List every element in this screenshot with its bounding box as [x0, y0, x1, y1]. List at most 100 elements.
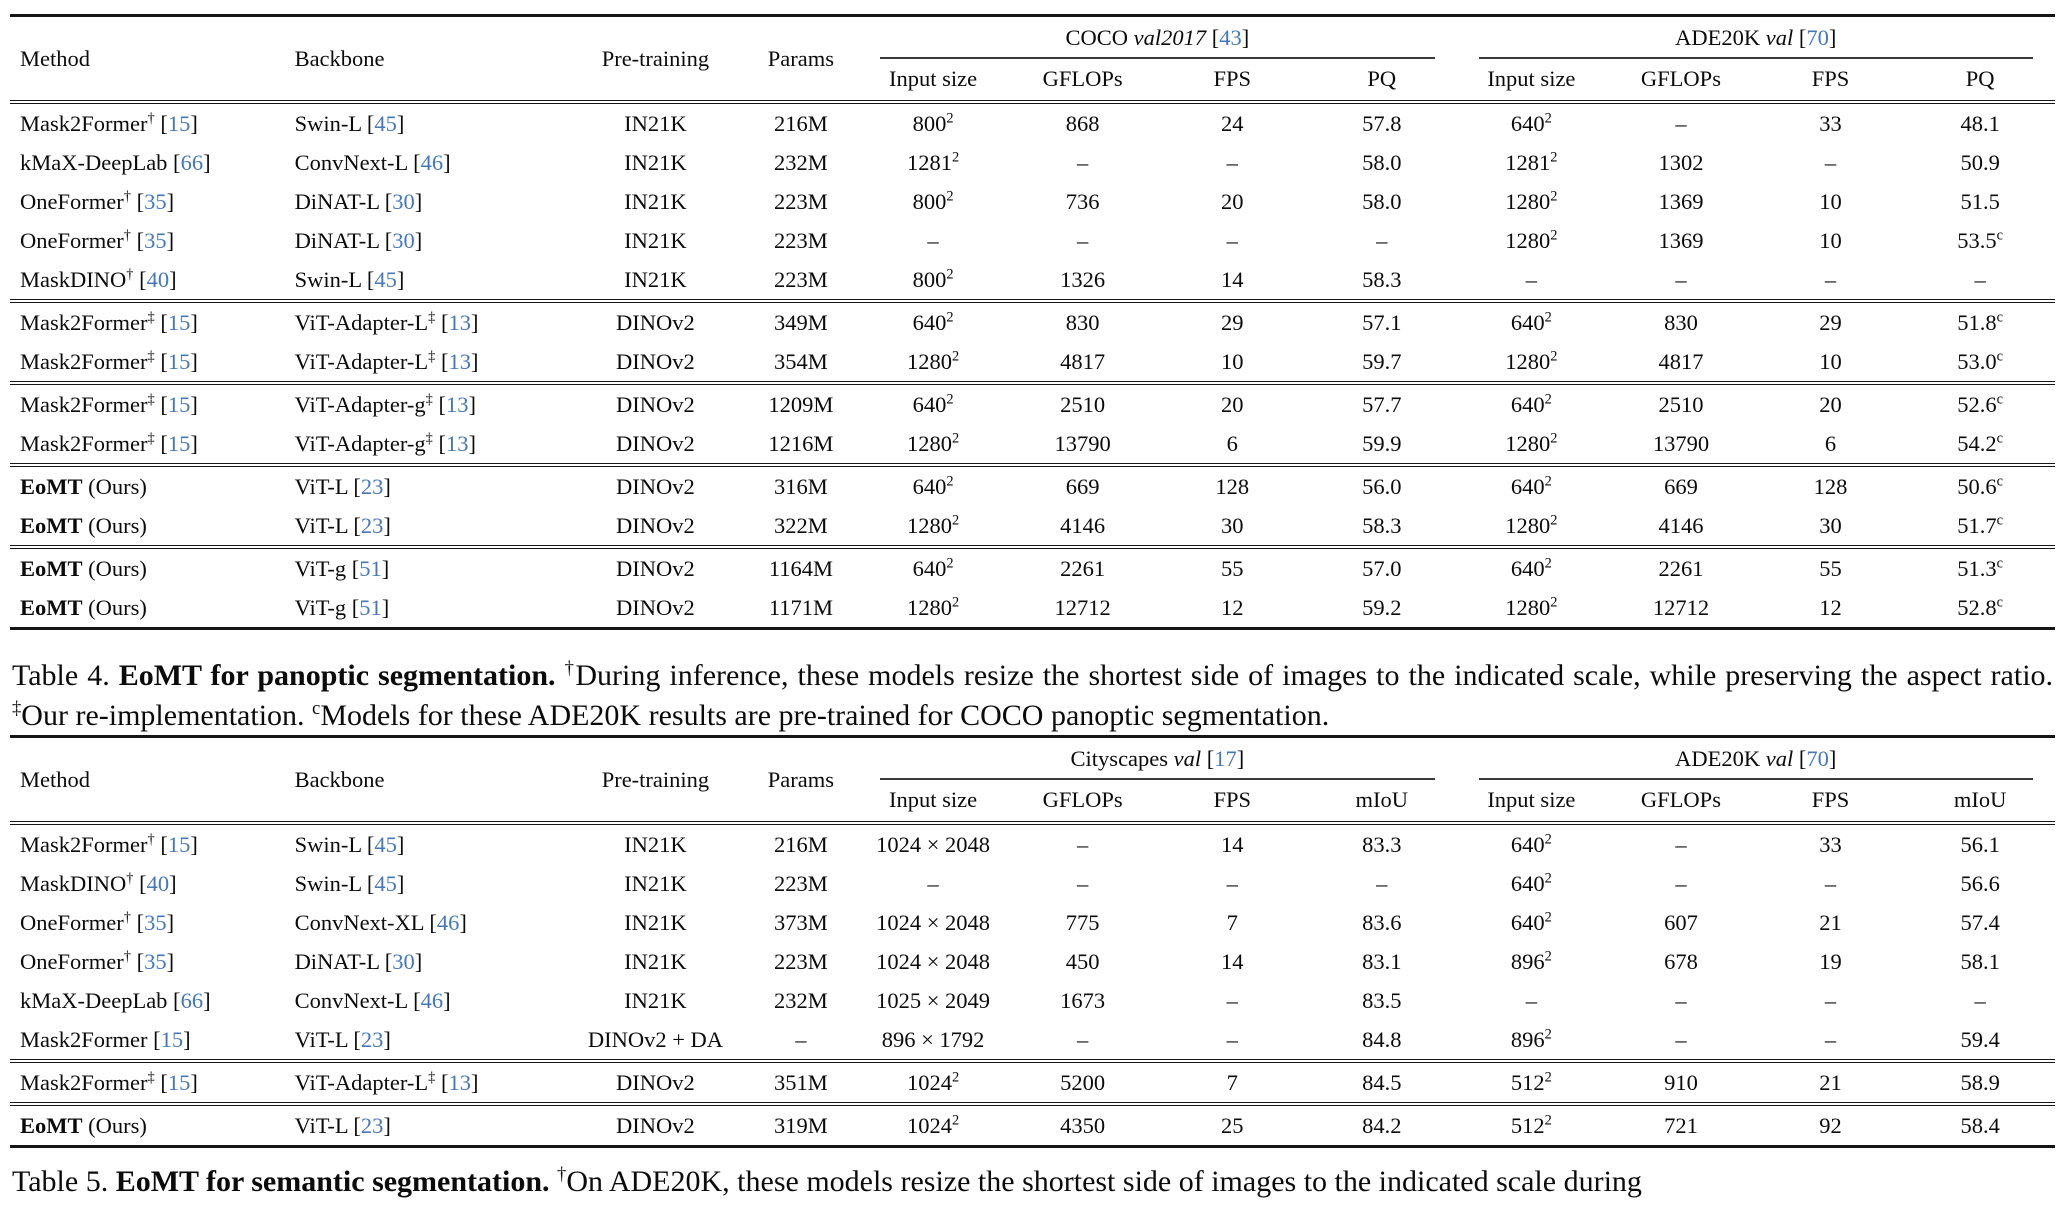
metric-cell: 736: [1065, 189, 1100, 214]
pretraining-cell: IN21K: [624, 189, 687, 214]
metric-cell: 53.0c: [1957, 348, 2004, 374]
metric-cell: –: [1226, 988, 1238, 1014]
pretraining-cell: IN21K: [624, 871, 687, 897]
citation-link[interactable]: 51: [359, 556, 382, 581]
metric-cell: 83.3: [1362, 832, 1402, 858]
metric-cell: 6402: [912, 555, 954, 581]
metric-cell: 1024 × 2048: [876, 910, 991, 936]
citation-link[interactable]: 17: [1214, 746, 1237, 772]
citation-link[interactable]: 35: [144, 949, 167, 975]
metric-cell: 48.1: [1960, 111, 2000, 136]
citation-link[interactable]: 51: [359, 595, 382, 620]
metric-cell: 12802: [1505, 430, 1558, 456]
metric-cell: 1369: [1658, 228, 1704, 253]
params-cell: 322M: [774, 513, 828, 538]
citation-link[interactable]: 70: [1806, 746, 1829, 772]
group-header: Cityscapes val [17]: [858, 737, 1456, 781]
citation-link[interactable]: 66: [180, 988, 204, 1014]
table-4-caption: Table 4. EoMT for panoptic segmentation.…: [12, 658, 2054, 732]
metric-cell: 6: [1226, 431, 1238, 456]
metric-cell: 58.0: [1362, 150, 1402, 175]
citation-link[interactable]: 13: [448, 1070, 471, 1096]
citation-link[interactable]: 13: [448, 310, 471, 335]
citation-link[interactable]: 15: [167, 431, 191, 456]
backbone-cell: Swin-L [45]: [294, 871, 405, 897]
metric-cell: 669: [1065, 474, 1100, 499]
method-cell: Mask2Former‡ [15]: [20, 348, 198, 374]
table-row: EoMT (Ours) ViT-L [23] DINOv2 322M 12802 4146…: [10, 506, 2055, 547]
citation-link[interactable]: 43: [1219, 25, 1242, 50]
params-cell: 223M: [774, 189, 828, 214]
metric-cell: 6402: [912, 309, 954, 335]
citation-link[interactable]: 30: [392, 189, 415, 214]
citation-link[interactable]: 15: [167, 1070, 191, 1096]
citation-link[interactable]: 45: [374, 111, 397, 136]
metric-cell: 450: [1065, 949, 1100, 975]
metric-cell: 4146: [1658, 513, 1704, 538]
citation-link[interactable]: 35: [144, 910, 167, 936]
metric-cell: 21: [1819, 910, 1842, 936]
citation-link[interactable]: 45: [374, 871, 397, 897]
metric-cell: –: [1077, 871, 1089, 897]
pretraining-cell: DINOv2: [616, 1070, 695, 1096]
metric-cell: –: [1675, 111, 1687, 136]
citation-link[interactable]: 23: [360, 474, 384, 499]
table-block: Mask2Former‡ [15] ViT-Adapter-L‡ [13] DINO…: [10, 1061, 2055, 1104]
citation-link[interactable]: 23: [360, 1113, 384, 1139]
citation-link[interactable]: 30: [392, 228, 415, 253]
metric-cell: 24: [1220, 111, 1244, 136]
citation-link[interactable]: 15: [167, 310, 191, 335]
metric-cell: 83.5: [1362, 988, 1402, 1014]
metric-cell: 896 × 1792: [881, 1027, 985, 1053]
backbone-cell: ConvNext-L [46]: [294, 988, 451, 1014]
citation-link[interactable]: 15: [167, 349, 191, 374]
citation-link[interactable]: 45: [374, 267, 397, 292]
citation-link[interactable]: 35: [144, 228, 167, 253]
citation-link[interactable]: 35: [144, 189, 167, 214]
table-row: MaskDINO† [40] Swin-L [45] IN21K 223M 8002 13…: [10, 260, 2055, 301]
metric-cell: –: [1077, 832, 1089, 858]
metric-cell: 29: [1220, 310, 1244, 335]
method-cell: Mask2Former† [15]: [20, 110, 198, 136]
metric-cell: 13790: [1652, 431, 1710, 456]
metric-cell: 5122: [1510, 1069, 1552, 1096]
metric-cell: 57.7: [1362, 392, 1402, 417]
col-input-size: Input size: [1487, 787, 1576, 813]
citation-link[interactable]: 15: [167, 392, 191, 417]
citation-link[interactable]: 13: [445, 431, 469, 456]
backbone-cell: DiNAT-L [30]: [294, 228, 423, 253]
metric-cell: 6402: [912, 391, 954, 417]
pretraining-cell: IN21K: [624, 832, 687, 858]
metric-cell: –: [1226, 871, 1238, 897]
backbone-cell: DiNAT-L [30]: [294, 189, 423, 214]
citation-link[interactable]: 23: [360, 513, 384, 538]
group-header: ADE20K val [70]: [1457, 737, 2055, 781]
citation-link[interactable]: 46: [420, 988, 444, 1014]
method-cell: EoMT (Ours): [20, 556, 147, 581]
citation-link[interactable]: 15: [167, 832, 191, 858]
table-row: OneFormer† [35] DiNAT-L [30] IN21K 223M 1024…: [10, 942, 2055, 981]
citation-link[interactable]: 40: [146, 267, 170, 292]
metric-cell: 59.2: [1362, 595, 1402, 620]
citation-link[interactable]: 23: [360, 1027, 384, 1053]
metric-cell: –: [927, 871, 939, 897]
citation-link[interactable]: 46: [420, 150, 444, 175]
backbone-cell: Swin-L [45]: [294, 111, 405, 136]
citation-link[interactable]: 46: [436, 910, 460, 936]
method-cell: MaskDINO† [40]: [20, 266, 177, 292]
citation-link[interactable]: 13: [448, 349, 471, 374]
metric-cell: 868: [1065, 111, 1100, 136]
citation-link[interactable]: 66: [180, 150, 204, 175]
citation-link[interactable]: 13: [445, 392, 469, 417]
metric-cell: 33: [1819, 832, 1842, 858]
citation-link[interactable]: 40: [146, 871, 170, 897]
citation-link[interactable]: 45: [374, 832, 397, 858]
method-cell: OneFormer† [35]: [20, 948, 175, 975]
citation-link[interactable]: 30: [392, 949, 415, 975]
citation-link[interactable]: 15: [160, 1027, 184, 1053]
metric-cell: 6402: [1510, 473, 1552, 499]
metric-cell: –: [1077, 150, 1089, 175]
citation-link[interactable]: 15: [167, 111, 191, 136]
citation-link[interactable]: 70: [1806, 25, 1829, 50]
pretraining-cell: IN21K: [624, 267, 687, 292]
